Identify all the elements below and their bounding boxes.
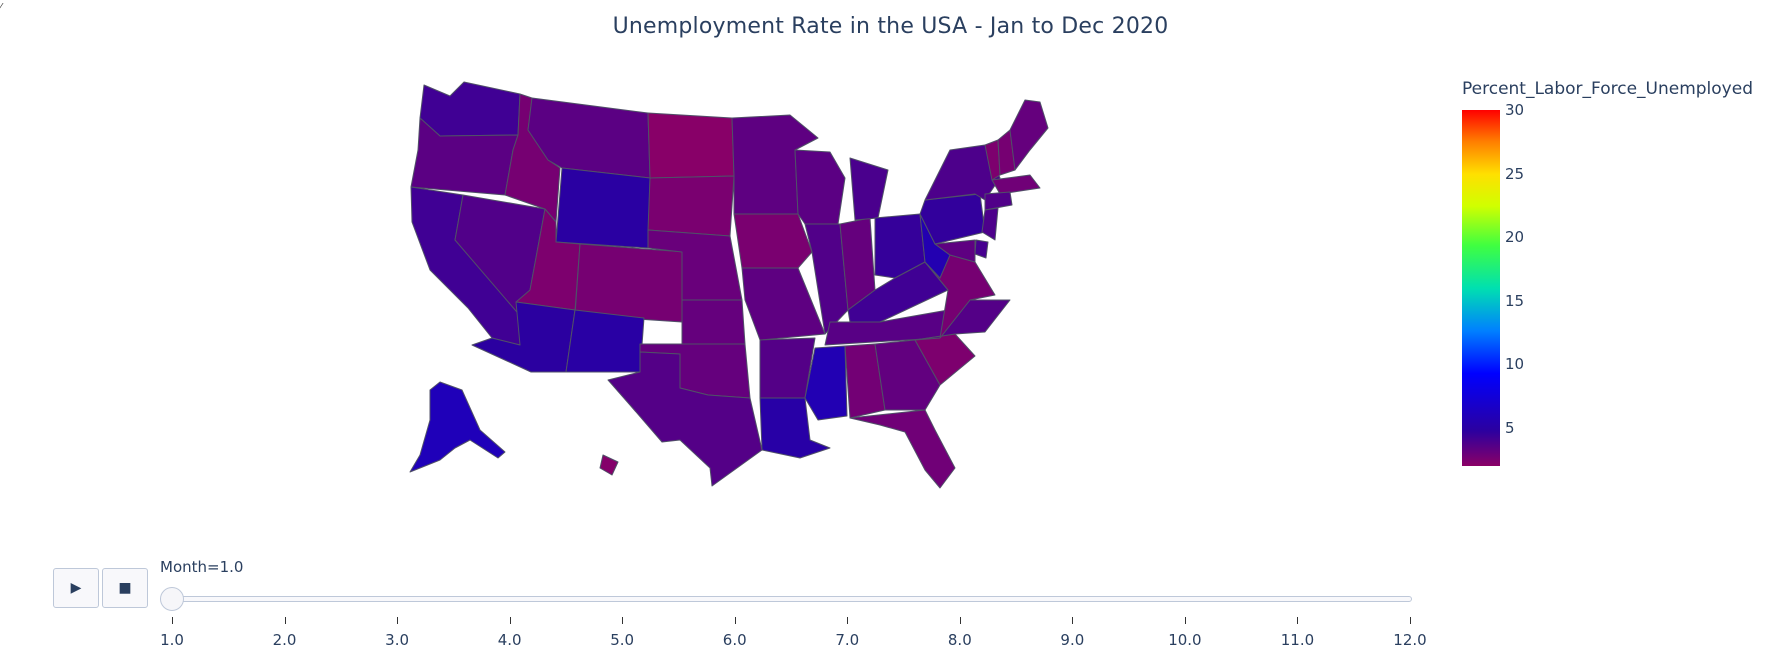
state-mi[interactable]: [849, 157, 889, 221]
state-co[interactable]: [574, 243, 686, 323]
slider-rail[interactable]: [160, 596, 1412, 602]
colorbar-tick-label: 5: [1505, 418, 1515, 437]
us-choropleth-map: [409, 81, 1049, 489]
slider-tick-label[interactable]: 10.0: [1168, 631, 1202, 649]
slider-tick: [1184, 617, 1186, 624]
state-wy[interactable]: [555, 167, 651, 249]
state-de[interactable]: [974, 239, 989, 259]
play-button[interactable]: ▶: [53, 568, 99, 608]
slider-tick-label[interactable]: 12.0: [1393, 631, 1427, 649]
colorbar: [1462, 110, 1500, 466]
state-mo[interactable]: [741, 267, 826, 341]
state-ga[interactable]: [874, 339, 941, 411]
state-nd[interactable]: [647, 112, 735, 179]
slider-current-label: Month=1.0: [160, 558, 244, 576]
slider-tick: [622, 617, 624, 624]
slider-tick-label[interactable]: 5.0: [610, 631, 635, 649]
state-me[interactable]: [1009, 99, 1049, 171]
corner-mark: ⁄: [0, 2, 2, 13]
colorbar-tick-label: 25: [1505, 164, 1525, 183]
slider-tick: [397, 617, 399, 624]
slider-tick: [847, 617, 849, 624]
slider-tick-label[interactable]: 3.0: [385, 631, 410, 649]
slider-tick: [1072, 617, 1074, 624]
slider-tick: [284, 617, 286, 624]
slider-tick: [172, 617, 173, 624]
colorbar-tick-label: 20: [1505, 228, 1525, 247]
state-ak[interactable]: [409, 381, 506, 473]
state-wa[interactable]: [419, 81, 521, 137]
colorbar-tick-label: 30: [1505, 101, 1525, 119]
state-ct[interactable]: [984, 191, 1013, 211]
state-wi[interactable]: [794, 149, 846, 225]
slider-tick-label[interactable]: 8.0: [947, 631, 972, 649]
slider-tick-label[interactable]: 11.0: [1280, 631, 1315, 649]
slider-tick-label[interactable]: 4.0: [497, 631, 522, 649]
slider-handle[interactable]: [160, 587, 184, 611]
state-nj[interactable]: [981, 207, 999, 241]
play-icon: ▶: [70, 580, 82, 596]
stop-button[interactable]: ■: [102, 568, 148, 608]
state-hi[interactable]: [599, 454, 619, 476]
state-tx[interactable]: [607, 351, 763, 487]
stop-icon: ■: [118, 580, 132, 596]
state-ks[interactable]: [681, 299, 746, 345]
colorbar-title: Percent_Labor_Force_Unemployed: [1462, 79, 1753, 99]
slider-tick-label[interactable]: 6.0: [722, 631, 747, 649]
slider-tick: [734, 617, 736, 624]
colorbar-tick-label: 15: [1505, 291, 1525, 310]
slider-tick: [1410, 617, 1411, 624]
slider-tick-label[interactable]: 9.0: [1060, 631, 1085, 649]
state-sd[interactable]: [647, 175, 735, 237]
slider-tick: [959, 617, 961, 624]
state-nm[interactable]: [565, 309, 645, 373]
slider-tick: [1297, 617, 1299, 624]
state-md[interactable]: [934, 239, 976, 263]
slider-tick: [509, 617, 511, 624]
slider-tick-label[interactable]: 2.0: [272, 631, 297, 649]
state-fl[interactable]: [849, 409, 956, 489]
state-ia[interactable]: [733, 213, 813, 269]
colorbar-tick-label: 10: [1505, 355, 1525, 374]
state-ma[interactable]: [991, 174, 1041, 195]
slider-tick-label[interactable]: 7.0: [835, 631, 860, 649]
slider-tick-label[interactable]: 1.0: [160, 631, 184, 649]
state-ms[interactable]: [804, 345, 848, 421]
chart-title: Unemployment Rate in the USA - Jan to De…: [612, 14, 1169, 39]
